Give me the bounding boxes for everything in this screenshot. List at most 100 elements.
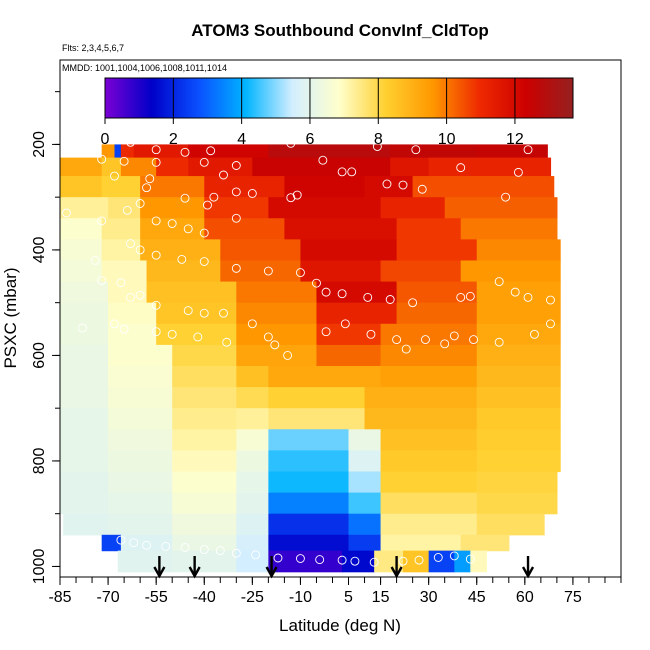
profile-arrow xyxy=(521,556,535,579)
observation-marker xyxy=(546,295,555,305)
chart-title: ATOM3 Southbound ConvInf_CldTop xyxy=(191,21,488,40)
heatmap-cell xyxy=(268,197,382,219)
colorbar-tick-label: 2 xyxy=(169,131,178,148)
plot-frame xyxy=(59,59,622,578)
observation-marker xyxy=(286,138,296,148)
observation-marker xyxy=(347,167,357,177)
colorbar-tick-label: 8 xyxy=(374,131,383,148)
heatmap-cell xyxy=(380,492,478,515)
heatmap-cell xyxy=(172,492,237,515)
x-tick-label: -10 xyxy=(289,589,312,606)
heatmap-cell xyxy=(444,197,558,219)
heatmap-cell xyxy=(476,323,561,346)
heatmap-cell xyxy=(476,513,545,536)
observation-marker xyxy=(122,205,132,215)
y-tick-label: 200 xyxy=(31,131,48,158)
heatmap-cell xyxy=(476,239,561,262)
heatmap-cell xyxy=(300,239,398,262)
heatmap-cell xyxy=(476,387,561,409)
heatmap-cell xyxy=(268,144,391,159)
heatmap-cell xyxy=(268,387,366,409)
observation-marker xyxy=(350,556,360,566)
observation-marker xyxy=(97,216,107,226)
heatmap-cell xyxy=(101,144,116,159)
heatmap-cell xyxy=(63,513,109,536)
observation-marker xyxy=(295,554,305,563)
x-tick-label: 45 xyxy=(468,589,486,606)
heatmap-cell xyxy=(364,387,478,409)
observation-marker xyxy=(161,541,171,551)
heatmap-cell xyxy=(60,471,109,494)
heatmap-cell xyxy=(236,471,269,494)
heatmap-cell xyxy=(380,197,446,219)
observation-marker xyxy=(151,300,161,310)
observation-marker xyxy=(199,257,209,266)
heatmap-cell xyxy=(476,144,548,159)
heatmap-cell xyxy=(172,408,237,430)
observation-marker xyxy=(231,263,241,273)
heatmap-cell xyxy=(60,239,103,262)
observation-marker xyxy=(337,167,347,177)
colorbar-tick-label: 10 xyxy=(438,131,456,148)
heatmap-cell xyxy=(101,239,141,262)
observation-marker xyxy=(180,193,190,203)
observation-marker xyxy=(183,306,193,316)
observation-marker xyxy=(494,277,504,287)
heatmap-cell xyxy=(268,534,350,552)
colorbar-tick-label: 6 xyxy=(306,131,315,148)
heatmap-cell xyxy=(236,550,269,573)
observation-marker xyxy=(286,193,296,203)
heatmap-field xyxy=(60,144,561,573)
observation-marker xyxy=(408,298,418,308)
heatmap-cell xyxy=(252,157,391,177)
observation-marker xyxy=(126,292,135,302)
heatmap-cell xyxy=(108,387,173,409)
heatmap-cell xyxy=(172,365,237,388)
heatmap-cell xyxy=(476,492,558,515)
heatmap-cell xyxy=(236,281,318,304)
colorbar-tick-label: 12 xyxy=(506,131,524,148)
profile-arrow xyxy=(153,556,166,579)
heatmap-cell xyxy=(204,197,269,219)
heatmap-cell xyxy=(236,387,269,409)
observation-marker xyxy=(392,335,402,345)
x-axis: -85 -70 -55 -40 -25 -10 5 15 30 45 60 75 xyxy=(48,577,622,606)
observation-marker xyxy=(273,553,283,563)
observation-marker xyxy=(167,329,177,339)
observation-marker xyxy=(177,254,187,264)
observation-marker xyxy=(321,327,331,337)
heatmap-cell xyxy=(403,550,430,573)
heatmap-cell xyxy=(220,260,302,283)
profile-arrow xyxy=(390,556,403,579)
heatmap-cell xyxy=(316,344,382,367)
observation-marker xyxy=(263,266,273,276)
heatmap-cell xyxy=(236,513,269,536)
observation-marker xyxy=(126,239,135,249)
heatmap-cell xyxy=(156,157,189,177)
heatmap-cell xyxy=(348,450,382,473)
observation-marker xyxy=(199,308,209,318)
observation-marker xyxy=(456,163,466,173)
heatmap-cell xyxy=(60,365,109,388)
heatmap-cell xyxy=(268,492,350,515)
observation-marker xyxy=(494,337,504,347)
heatmap-cell xyxy=(316,323,382,346)
observation-marker xyxy=(142,183,152,193)
heatmap-cell xyxy=(108,344,173,367)
colorbar-tick-label: 4 xyxy=(237,131,246,148)
heatmap-cell xyxy=(300,260,382,283)
heatmap-cell xyxy=(108,197,141,219)
heatmap-cell xyxy=(348,429,382,451)
heatmap-cell xyxy=(120,157,157,177)
heatmap-cell xyxy=(380,471,478,494)
heatmap-cell xyxy=(268,450,350,473)
heatmap-cell xyxy=(156,323,237,346)
observation-marker xyxy=(97,154,107,164)
heatmap-cell xyxy=(108,513,173,536)
y-axis-title: PSXC (mbar) xyxy=(1,267,20,368)
observation-marker xyxy=(110,319,119,329)
heatmap-cell xyxy=(428,157,552,177)
observation-marker xyxy=(546,319,555,329)
y-tick-label: 600 xyxy=(31,342,48,369)
